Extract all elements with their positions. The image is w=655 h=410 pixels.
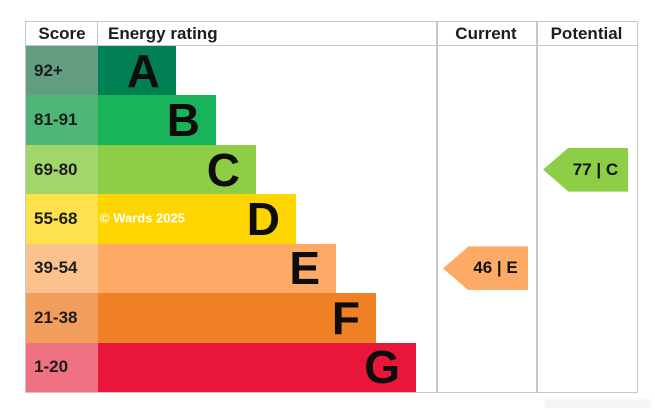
band-bar: B: [98, 95, 216, 145]
copyright-watermark: © Wards 2025: [100, 210, 185, 226]
potential-rating-label: 77 | C: [572, 159, 619, 179]
epc-table-header: Score Energy rating Current Potential: [26, 22, 637, 46]
band-bar: G: [98, 342, 416, 392]
header-potential: Potential: [550, 23, 623, 43]
band-row: 1-20 G: [26, 342, 637, 392]
band-bar: E: [98, 243, 336, 294]
band-bar: D: [98, 194, 296, 244]
divider-current-column: [436, 22, 438, 392]
band-score-cell: 81-91: [26, 95, 98, 145]
band-row: 81-91 B: [26, 95, 637, 145]
faint-watermark: [545, 399, 650, 408]
header-score: Score: [38, 23, 86, 43]
band-score-cell: 1-20: [26, 342, 98, 392]
potential-rating-arrow: 77 | C: [543, 147, 628, 192]
epc-band-rows: 92+ A 81-91 B 69-80 C 55-68 D 39-54 E: [26, 46, 637, 392]
current-rating-label: 46 | E: [473, 258, 518, 278]
divider-score-energy: [96, 22, 98, 46]
band-bar: C: [98, 144, 256, 195]
band-bar: A: [98, 46, 176, 96]
header-energy-rating: Energy rating: [108, 23, 218, 43]
band-row: 21-38 F: [26, 293, 637, 343]
band-bar: F: [98, 293, 376, 343]
band-row: 39-54 E: [26, 243, 637, 294]
band-row: 92+ A: [26, 46, 637, 96]
band-row: 55-68 D: [26, 194, 637, 244]
epc-table: Score Energy rating Current Potential 92…: [25, 21, 638, 393]
band-score-cell: 39-54: [26, 243, 98, 294]
band-score-cell: 92+: [26, 46, 98, 96]
divider-potential-column: [536, 22, 538, 392]
header-current: Current: [455, 23, 517, 43]
band-score-cell: 21-38: [26, 293, 98, 343]
band-row: 69-80 C: [26, 144, 637, 195]
band-score-cell: 69-80: [26, 144, 98, 195]
band-score-cell: 55-68: [26, 194, 98, 244]
